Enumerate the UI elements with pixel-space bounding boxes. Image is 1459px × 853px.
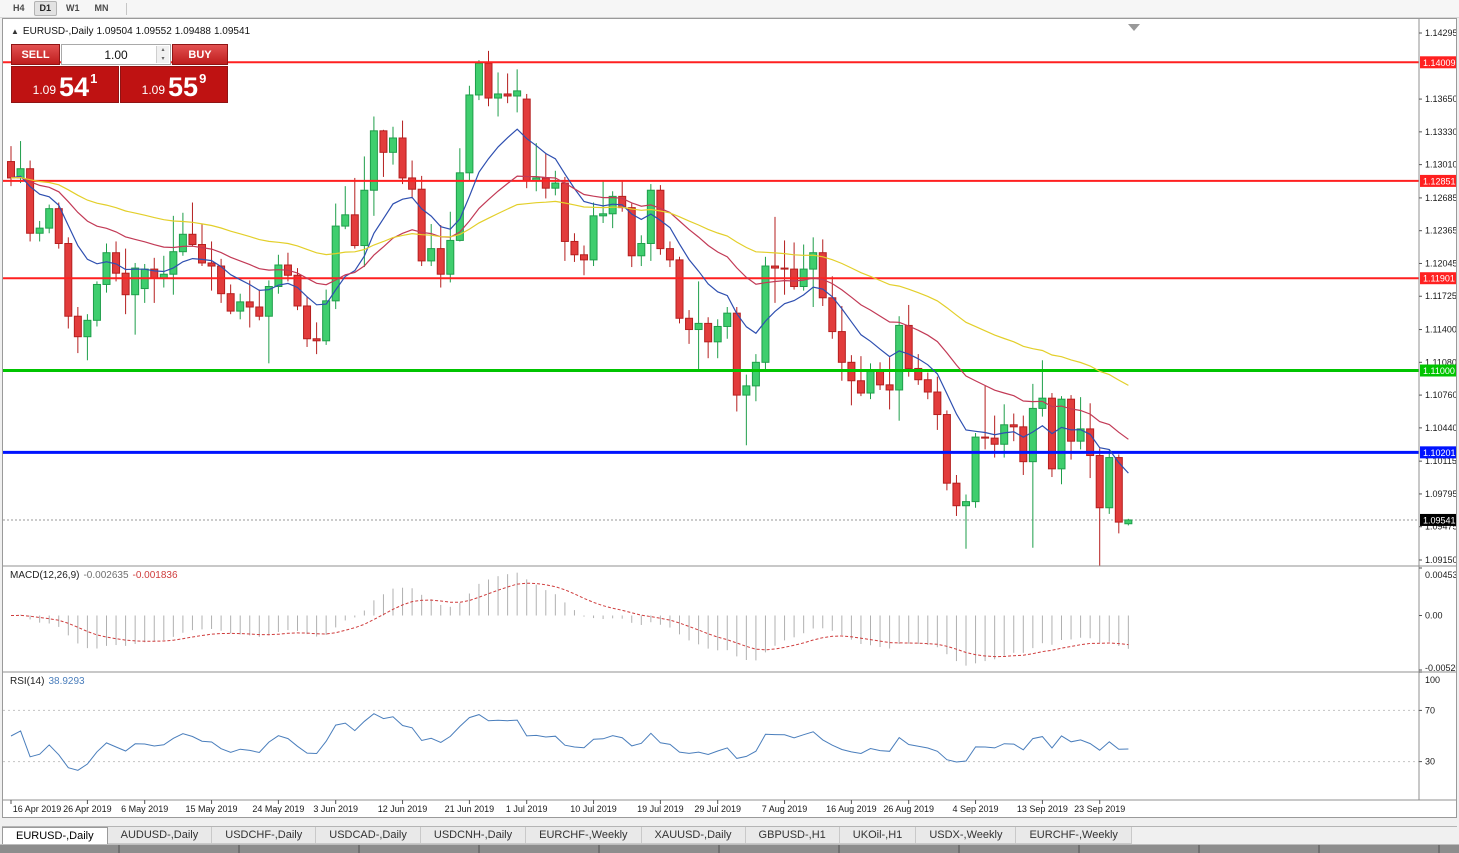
svg-text:1.09795: 1.09795 (1425, 489, 1456, 499)
date-axis-label: 26 Apr 2019 (63, 804, 112, 814)
date-axis-label: 3 Jun 2019 (313, 804, 358, 814)
bid-price-box[interactable]: 1.09 54 1 (11, 66, 119, 103)
svg-text:1.11000: 1.11000 (1423, 366, 1455, 376)
chart-tab-audusd-daily[interactable]: AUDUSD-,Daily (107, 827, 213, 844)
timeframe-button-w1[interactable]: W1 (66, 3, 80, 13)
svg-text:100: 100 (1425, 675, 1440, 685)
date-axis-label: 6 May 2019 (121, 804, 168, 814)
date-axis-label: 23 Sep 2019 (1074, 804, 1125, 814)
svg-text:1.10115: 1.10115 (1425, 456, 1456, 466)
date-axis-label: 16 Apr 2019 (13, 804, 62, 814)
svg-text:1.11725: 1.11725 (1425, 291, 1456, 301)
chart-tab-eurchf-weekly[interactable]: EURCHF-,Weekly (1016, 827, 1132, 844)
svg-text:1.11901: 1.11901 (1423, 274, 1455, 284)
svg-text:1.10201: 1.10201 (1423, 448, 1456, 458)
date-axis-label: 10 Jul 2019 (570, 804, 617, 814)
timeframe-button-h4[interactable]: H4 (13, 3, 25, 13)
svg-text:1.09475: 1.09475 (1425, 522, 1456, 532)
chart-tab-eurchf-weekly[interactable]: EURCHF-,Weekly (526, 827, 642, 844)
svg-text:1.14295: 1.14295 (1425, 28, 1456, 38)
chart-tab-bar: EURUSD-,Daily AUDUSD-,Daily USDCHF-,Daily U… (2, 826, 1457, 844)
svg-text:1.09541: 1.09541 (1423, 515, 1456, 525)
volume-value[interactable]: 1.00 (104, 47, 128, 62)
svg-text:0.004536: 0.004536 (1425, 570, 1456, 580)
chart-shift-marker-icon[interactable] (1128, 24, 1140, 31)
timeframe-button-d1[interactable]: D1 (33, 1, 58, 16)
svg-text:70: 70 (1425, 705, 1435, 715)
svg-text:-0.005204: -0.005204 (1425, 663, 1456, 673)
chart-tab-xauusd-daily[interactable]: XAUUSD-,Daily (641, 827, 746, 844)
svg-text:1.12851: 1.12851 (1423, 176, 1456, 186)
chart-canvas[interactable]: 1.14295 1.13650 1.13330 1.13010 1.12685 1.123… (3, 19, 1456, 817)
svg-text:1.09150: 1.09150 (1425, 555, 1456, 565)
date-axis-label: 1 Jul 2019 (506, 804, 548, 814)
svg-text:1.13010: 1.13010 (1425, 160, 1456, 170)
one-click-panel-toggle-icon[interactable]: ▲ (11, 27, 19, 36)
chart-tab-gbpusd-h1[interactable]: GBPUSD-,H1 (745, 827, 840, 844)
bid-big-digits: 54 (59, 72, 90, 103)
timeframe-button-mn[interactable]: MN (94, 3, 109, 13)
date-axis-label: 19 Jul 2019 (637, 804, 684, 814)
svg-text:1.11080: 1.11080 (1425, 357, 1456, 367)
chart-tab-usdcad-daily[interactable]: USDCAD-,Daily (316, 827, 421, 844)
volume-spinner[interactable]: ▴ ▾ (156, 46, 169, 63)
date-axis-label: 7 Aug 2019 (762, 804, 808, 814)
chart-tab-usdcnh-daily[interactable]: USDCNH-,Daily (420, 827, 527, 844)
svg-text:1.12045: 1.12045 (1425, 258, 1456, 268)
volume-up-icon[interactable]: ▴ (157, 46, 169, 55)
svg-text:1.10440: 1.10440 (1425, 423, 1456, 433)
bid-pip-digit: 1 (90, 71, 98, 86)
toolbar-separator (125, 2, 127, 15)
ask-pip-digit: 9 (199, 71, 207, 86)
svg-text:1.13650: 1.13650 (1425, 94, 1456, 104)
chart-tab-eurusd-daily[interactable]: EURUSD-,Daily (2, 827, 108, 844)
volume-down-icon[interactable]: ▾ (157, 54, 169, 63)
svg-text:30: 30 (1425, 757, 1435, 767)
sell-button[interactable]: SELL (11, 44, 60, 65)
svg-text:1.10760: 1.10760 (1425, 390, 1456, 400)
date-axis-label: 24 May 2019 (252, 804, 304, 814)
chart-tab-usdchf-daily[interactable]: USDCHF-,Daily (212, 827, 317, 844)
timeframe-toolbar: H4 D1 W1 MN (0, 0, 1459, 18)
volume-input[interactable]: 1.00 ▴ ▾ (61, 44, 171, 65)
ask-big-digits: 55 (168, 72, 199, 103)
bid-prefix: 1.09 (32, 83, 57, 97)
date-axis-label: 26 Aug 2019 (883, 804, 934, 814)
svg-text:1.14009: 1.14009 (1423, 58, 1456, 68)
svg-text:1.13330: 1.13330 (1425, 127, 1456, 137)
date-axis-label: 12 Jun 2019 (378, 804, 428, 814)
status-strip (0, 844, 1459, 853)
svg-text:1.12685: 1.12685 (1425, 193, 1456, 203)
svg-text:1.12365: 1.12365 (1425, 226, 1456, 236)
svg-text:0.00: 0.00 (1425, 611, 1443, 621)
chart-window: 1.14295 1.13650 1.13330 1.13010 1.12685 1.123… (2, 18, 1457, 818)
date-axis-label: 16 Aug 2019 (826, 804, 877, 814)
ask-prefix: 1.09 (141, 83, 166, 97)
chart-tab-usdx-weekly[interactable]: USDX-,Weekly (916, 827, 1017, 844)
date-axis-label: 21 Jun 2019 (445, 804, 495, 814)
date-axis-label: 4 Sep 2019 (953, 804, 999, 814)
ask-price-box[interactable]: 1.09 55 9 (120, 66, 228, 103)
svg-text:1.11400: 1.11400 (1425, 325, 1456, 335)
chart-tab-ukoil-h1[interactable]: UKOil-,H1 (839, 827, 917, 844)
date-axis-label: 15 May 2019 (186, 804, 238, 814)
buy-button[interactable]: BUY (172, 44, 228, 65)
date-axis-label: 29 Jul 2019 (694, 804, 741, 814)
date-axis-label: 13 Sep 2019 (1017, 804, 1068, 814)
one-click-trading-panel: SELL 1.00 ▴ ▾ BUY 1.09 54 1 1.09 55 9 (11, 44, 228, 103)
